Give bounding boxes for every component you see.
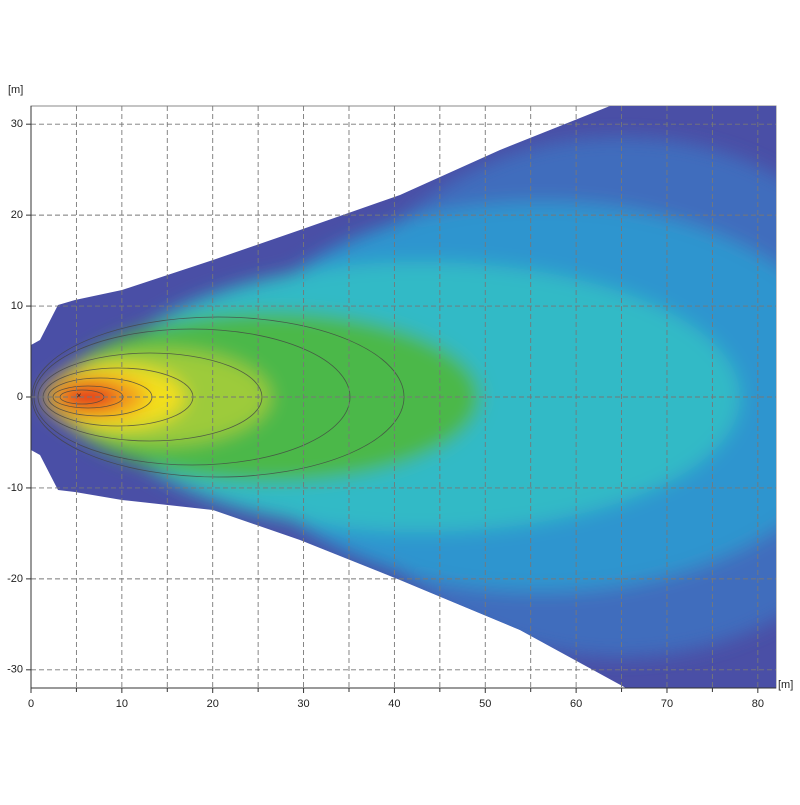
y-tick-label: 20 <box>11 209 23 221</box>
x-tick-label: 0 <box>28 698 34 710</box>
y-tick-label: -20 <box>7 573 23 585</box>
y-axis-label: [m] <box>8 84 23 96</box>
y-tick-label: 30 <box>11 118 23 130</box>
y-tick-label: 0 <box>17 391 23 403</box>
x-tick-label: 80 <box>752 698 764 710</box>
y-tick-label: -30 <box>7 664 23 676</box>
y-tick-label: 10 <box>11 300 23 312</box>
x-tick-label: 60 <box>570 698 582 710</box>
x-tick-label: 40 <box>388 698 400 710</box>
x-tick-label: 30 <box>297 698 309 710</box>
x-axis-label: [m] <box>778 679 793 691</box>
x-tick-label: 20 <box>207 698 219 710</box>
x-tick-label: 10 <box>116 698 128 710</box>
x-tick-label: 70 <box>661 698 673 710</box>
svg-text:×: × <box>76 390 81 400</box>
x-tick-label: 50 <box>479 698 491 710</box>
y-tick-label: -10 <box>7 482 23 494</box>
